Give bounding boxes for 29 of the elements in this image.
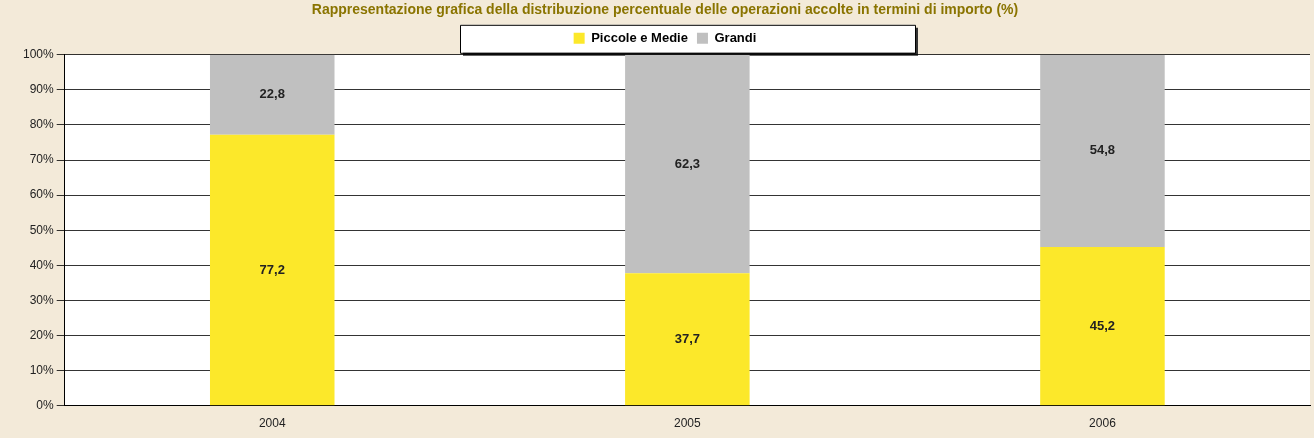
y-tick-label: 20% (29, 327, 55, 342)
y-tick-label: 50% (29, 222, 55, 237)
y-tick-label: 100% (22, 47, 55, 62)
bar (209, 54, 335, 135)
data-label: 77,2 (259, 261, 285, 277)
bar (209, 134, 335, 406)
y-tick-label: 30% (29, 292, 55, 307)
legend-label: Grandi (714, 29, 757, 45)
y-tick-label: 10% (29, 362, 55, 377)
y-tick-label: 0% (36, 397, 55, 412)
data-label: 54,8 (1089, 142, 1116, 158)
y-tick-label: 80% (29, 117, 55, 132)
y-tick-label: 90% (29, 82, 55, 97)
y-tick-label: 40% (29, 257, 55, 272)
chart-title: Rappresentazione grafica della distribuzione percentuale delle operazioni accolte in termini di importo (%) (311, 1, 1019, 18)
x-tick-label: 2004 (258, 416, 286, 431)
x-tick-label: 2005 (673, 416, 702, 431)
data-label: 37,7 (674, 330, 700, 346)
data-label: 45,2 (1089, 317, 1116, 333)
y-tick-label: 60% (29, 187, 55, 202)
legend-label: Piccole e Medie (591, 29, 688, 45)
bar (1040, 247, 1165, 406)
bar (1040, 54, 1165, 248)
x-tick-label: 2006 (1089, 416, 1117, 431)
data-label: 22,8 (259, 86, 285, 102)
bar (625, 54, 750, 274)
data-label: 62,3 (674, 155, 700, 171)
bar (625, 273, 750, 406)
y-tick-label: 70% (29, 152, 55, 167)
